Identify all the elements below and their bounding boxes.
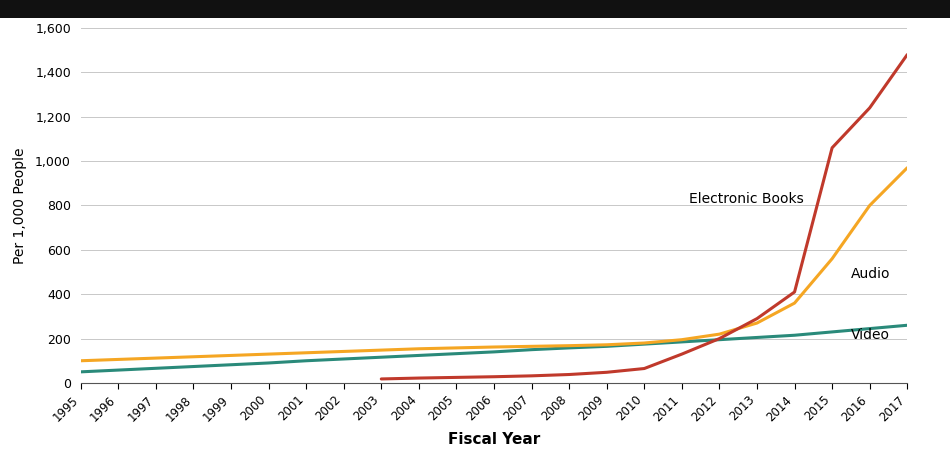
Text: Audio: Audio xyxy=(851,267,890,281)
Text: Video: Video xyxy=(851,328,890,342)
X-axis label: Fiscal Year: Fiscal Year xyxy=(447,432,541,447)
Text: Electronic Books: Electronic Books xyxy=(690,192,804,206)
Y-axis label: Per 1,000 People: Per 1,000 People xyxy=(12,147,27,264)
